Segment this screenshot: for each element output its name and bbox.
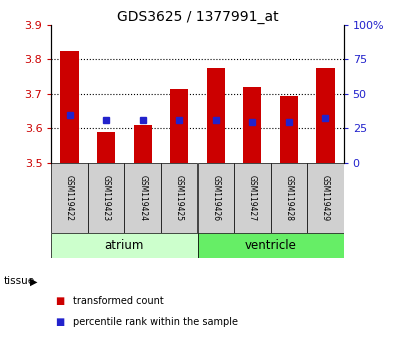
- Bar: [88, 163, 124, 233]
- Bar: [271, 163, 307, 233]
- Text: GSM119423: GSM119423: [102, 175, 111, 221]
- Bar: [280, 96, 298, 163]
- Bar: [198, 233, 344, 258]
- Text: ▶: ▶: [30, 276, 37, 286]
- Bar: [307, 163, 344, 233]
- Bar: [161, 163, 198, 233]
- Text: GSM119424: GSM119424: [138, 175, 147, 221]
- Bar: [134, 125, 152, 163]
- Bar: [51, 233, 198, 258]
- Text: GSM119427: GSM119427: [248, 175, 257, 221]
- Text: GSM119428: GSM119428: [284, 175, 293, 221]
- Bar: [124, 163, 161, 233]
- Bar: [198, 163, 234, 233]
- Bar: [316, 68, 335, 163]
- Text: GSM119426: GSM119426: [211, 175, 220, 221]
- Text: ■: ■: [55, 296, 64, 306]
- Title: GDS3625 / 1377991_at: GDS3625 / 1377991_at: [117, 10, 278, 24]
- Bar: [234, 163, 271, 233]
- Text: GSM119422: GSM119422: [65, 175, 74, 221]
- Bar: [97, 132, 115, 163]
- Text: atrium: atrium: [105, 239, 144, 252]
- Text: percentile rank within the sample: percentile rank within the sample: [73, 317, 238, 327]
- Text: GSM119425: GSM119425: [175, 175, 184, 221]
- Bar: [243, 87, 261, 163]
- Text: transformed count: transformed count: [73, 296, 164, 306]
- Bar: [207, 68, 225, 163]
- Text: tissue: tissue: [4, 276, 35, 286]
- Text: ventricle: ventricle: [245, 239, 297, 252]
- Bar: [60, 51, 79, 163]
- Bar: [170, 89, 188, 163]
- Text: ■: ■: [55, 317, 64, 327]
- Bar: [51, 163, 88, 233]
- Text: GSM119429: GSM119429: [321, 175, 330, 221]
